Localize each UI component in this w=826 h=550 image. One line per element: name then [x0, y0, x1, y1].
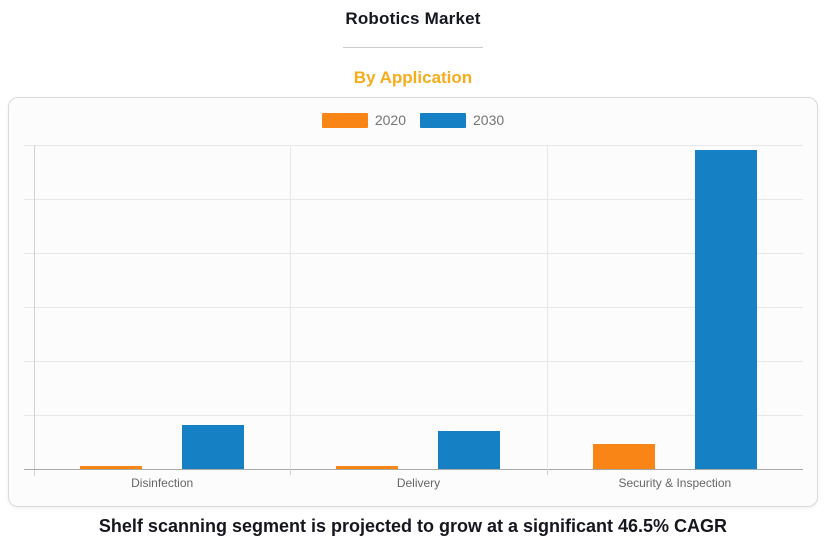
category-group-disinfection	[34, 145, 290, 469]
y-axis-line	[34, 145, 35, 476]
bar-groups	[34, 145, 803, 469]
x-axis-tick	[290, 469, 292, 475]
bar-2020-security-inspection[interactable]	[592, 444, 655, 469]
legend-swatch-2020	[321, 112, 368, 128]
gridline	[24, 199, 803, 200]
bar-2020-delivery[interactable]	[336, 466, 399, 469]
bar-2020-disinfection[interactable]	[80, 466, 143, 469]
legend-label: 2030	[473, 112, 505, 128]
gridline	[24, 253, 803, 254]
category-group-security-inspection	[547, 145, 803, 469]
legend-item-2030[interactable]: 2030	[420, 112, 504, 128]
bar-2030-security-inspection[interactable]	[694, 150, 757, 469]
category-divider-line	[290, 145, 292, 469]
page-subtitle: By Application	[353, 68, 473, 87]
gridline	[24, 361, 803, 362]
page-title: Robotics Market	[345, 9, 481, 28]
x-axis-line	[24, 469, 803, 470]
category-group-delivery	[290, 145, 546, 469]
legend-swatch-2030	[420, 112, 466, 128]
x-axis-label-delivery: Delivery	[396, 476, 441, 490]
x-axis-tick	[546, 469, 548, 475]
chart-card: 2020 2030 Disinfection Delivery Security & …	[8, 97, 818, 507]
chart-caption: Shelf scanning segment is projected to g…	[98, 516, 728, 536]
category-divider-line	[546, 145, 548, 469]
x-axis-label-security-inspection: Security & Inspection	[618, 476, 732, 490]
legend-item-2020[interactable]: 2020	[321, 112, 406, 128]
legend-label: 2020	[374, 112, 406, 128]
title-divider	[343, 47, 483, 48]
x-axis-labels: Disinfection Delivery Security & Inspectio…	[34, 476, 803, 490]
bar-2030-disinfection[interactable]	[182, 425, 245, 469]
x-axis-label-disinfection: Disinfection	[131, 476, 194, 490]
gridline	[24, 307, 803, 308]
gridline	[24, 145, 803, 146]
bar-2030-delivery[interactable]	[438, 431, 501, 469]
plot-area	[24, 145, 803, 476]
chart-legend: 2020 2030	[9, 112, 817, 128]
gridline	[24, 415, 803, 416]
